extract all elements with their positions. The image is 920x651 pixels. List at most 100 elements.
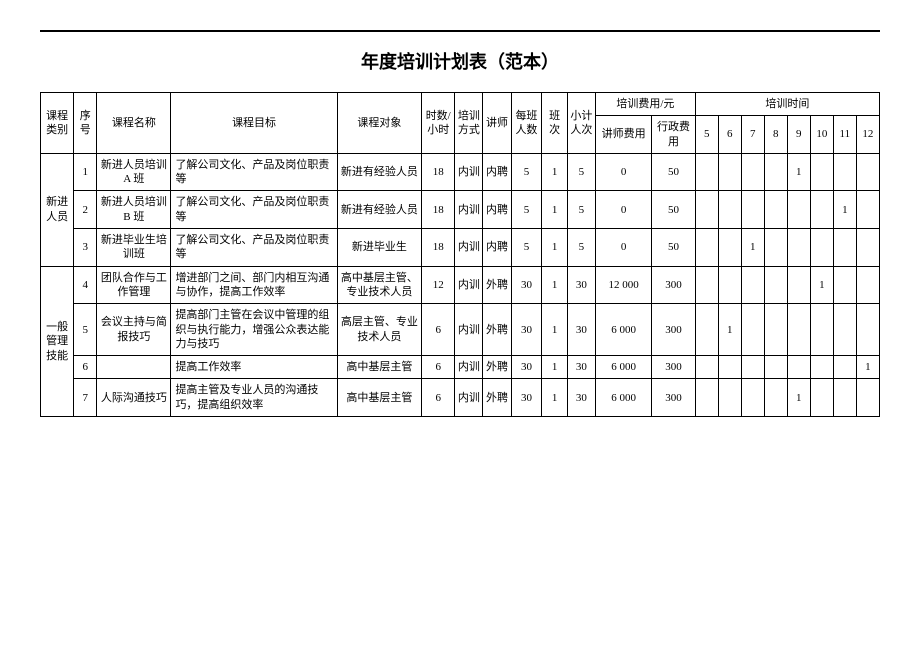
th-month: 10 [810,116,833,154]
cell-feeAdmin: 300 [652,304,695,356]
cell-mode: 内训 [455,229,483,267]
cell-month: 1 [833,191,856,229]
cell-month [833,304,856,356]
cell-hours: 18 [422,153,455,191]
cell-feeLecturer: 6 000 [595,304,651,356]
cell-mode: 内训 [455,356,483,379]
cell-month [695,153,718,191]
cell-totalPpl: 30 [567,266,595,304]
cell-goal: 提高工作效率 [171,356,337,379]
cell-hours: 6 [422,379,455,417]
cell-month [741,356,764,379]
cell-perClass: 30 [511,266,542,304]
cell-feeLecturer: 6 000 [595,379,651,417]
table-row: 2新进人员培训 B 班了解公司文化、产品及岗位职责等新进有经验人员18内训内聘5… [41,191,880,229]
cell-hours: 18 [422,191,455,229]
cell-lecturer: 内聘 [483,229,511,267]
th-category: 课程类别 [41,93,74,154]
cell-name [97,356,171,379]
category-cell: 新进人员 [41,153,74,266]
cell-name: 新进毕业生培训班 [97,229,171,267]
cell-feeAdmin: 300 [652,356,695,379]
cell-month [741,191,764,229]
cell-month [833,266,856,304]
cell-feeAdmin: 300 [652,266,695,304]
cell-month [810,304,833,356]
cell-month: 1 [787,153,810,191]
cell-hours: 6 [422,304,455,356]
cell-sessions: 1 [542,229,568,267]
table-body: 新进人员1新进人员培训 A 班了解公司文化、产品及岗位职责等新进有经验人员18内… [41,153,880,416]
cell-month [764,379,787,417]
cell-num: 1 [74,153,97,191]
cell-sessions: 1 [542,153,568,191]
th-perclass: 每班人数 [511,93,542,154]
cell-perClass: 30 [511,304,542,356]
cell-perClass: 30 [511,379,542,417]
cell-lecturer: 外聘 [483,266,511,304]
th-feegroup: 培训费用/元 [595,93,695,116]
cell-target: 高层主管、专业技术人员 [337,304,421,356]
cell-month [695,266,718,304]
cell-lecturer: 外聘 [483,304,511,356]
cell-month: 1 [810,266,833,304]
cell-month [856,191,879,229]
cell-month [833,356,856,379]
cell-goal: 了解公司文化、产品及岗位职责等 [171,153,337,191]
cell-perClass: 5 [511,153,542,191]
cell-month [718,191,741,229]
table-row: 一般管理技能4团队合作与工作管理增进部门之间、部门内相互沟通与协作，提高工作效率… [41,266,880,304]
cell-num: 2 [74,191,97,229]
cell-goal: 了解公司文化、产品及岗位职责等 [171,191,337,229]
cell-month [764,153,787,191]
cell-lecturer: 内聘 [483,191,511,229]
cell-sessions: 1 [542,191,568,229]
cell-target: 高中基层主管 [337,379,421,417]
cell-goal: 提高部门主管在会议中管理的组织与执行能力，增强公众表达能力与技巧 [171,304,337,356]
cell-hours: 18 [422,229,455,267]
cell-mode: 内训 [455,304,483,356]
cell-hours: 12 [422,266,455,304]
cell-feeLecturer: 12 000 [595,266,651,304]
th-target: 课程对象 [337,93,421,154]
cell-num: 4 [74,266,97,304]
cell-feeAdmin: 50 [652,191,695,229]
cell-totalPpl: 30 [567,356,595,379]
cell-feeAdmin: 300 [652,379,695,417]
cell-month [833,379,856,417]
cell-month [833,153,856,191]
cell-month [764,356,787,379]
th-lecturer: 讲师 [483,93,511,154]
cell-month [764,304,787,356]
cell-month [810,379,833,417]
cell-month [718,153,741,191]
cell-feeLecturer: 6 000 [595,356,651,379]
cell-month [856,266,879,304]
th-mode: 培训方式 [455,93,483,154]
th-hours: 时数/小时 [422,93,455,154]
cell-month [764,266,787,304]
cell-name: 新进人员培训 A 班 [97,153,171,191]
th-fee-admin: 行政费用 [652,116,695,154]
cell-num: 7 [74,379,97,417]
cell-month [764,191,787,229]
cell-month [695,304,718,356]
th-month: 5 [695,116,718,154]
table-header: 课程类别 序号 课程名称 课程目标 课程对象 时数/小时 培训方式 讲师 每班人… [41,93,880,154]
cell-target: 新进有经验人员 [337,191,421,229]
table-row: 6提高工作效率高中基层主管6内训外聘301306 0003001 [41,356,880,379]
cell-feeAdmin: 50 [652,153,695,191]
page-title: 年度培训计划表（范本） [40,48,880,74]
cell-feeLecturer: 0 [595,153,651,191]
cell-month [787,356,810,379]
cell-perClass: 30 [511,356,542,379]
cell-num: 5 [74,304,97,356]
th-month: 9 [787,116,810,154]
cell-month [718,229,741,267]
cell-totalPpl: 5 [567,191,595,229]
th-fee-lecturer: 讲师费用 [595,116,651,154]
category-cell: 一般管理技能 [41,266,74,416]
th-totalppl: 小计人次 [567,93,595,154]
cell-month [695,379,718,417]
cell-mode: 内训 [455,379,483,417]
